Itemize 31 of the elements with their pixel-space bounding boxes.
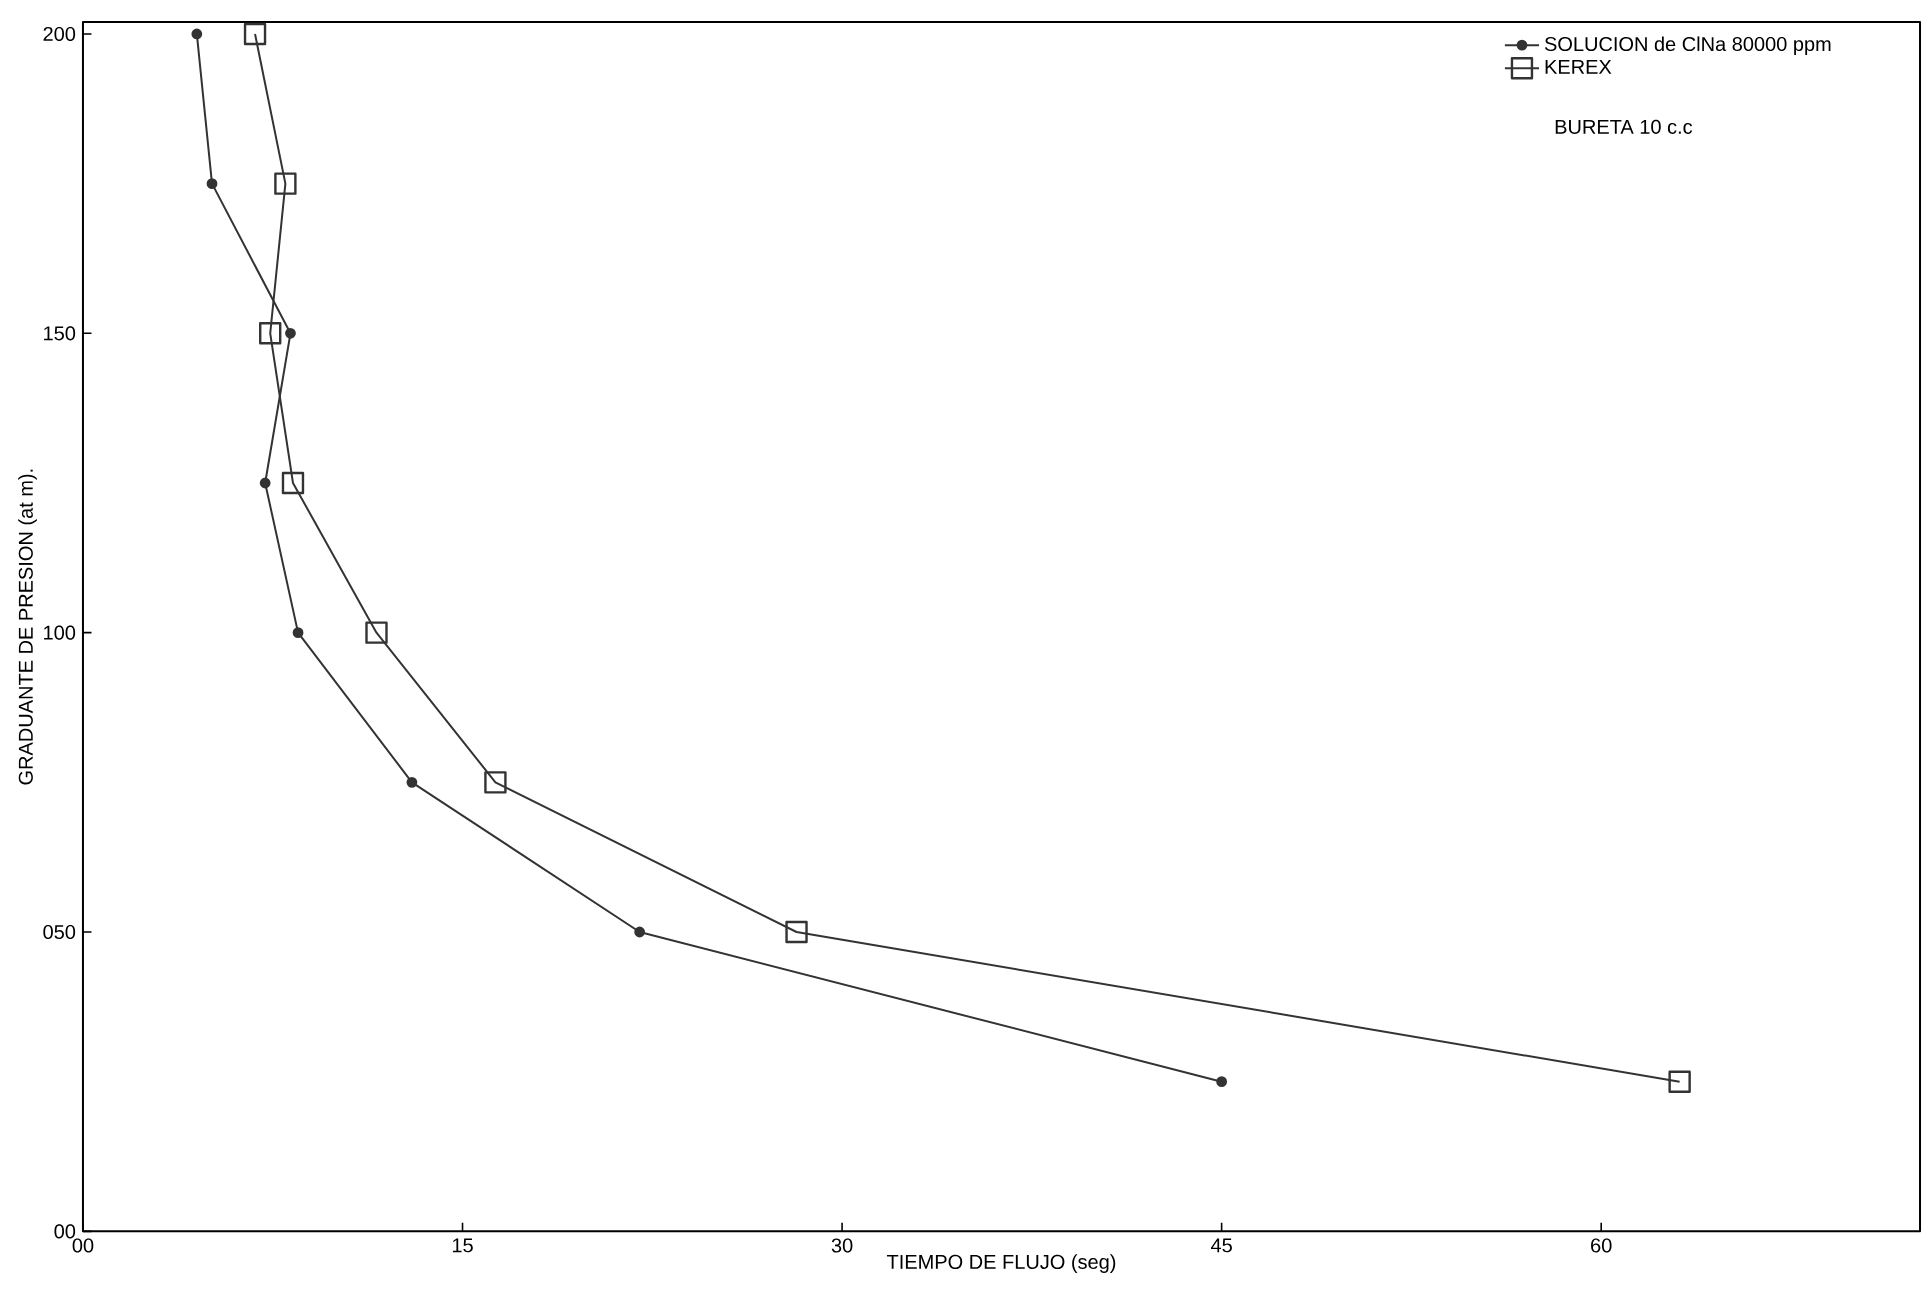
point — [285, 327, 296, 339]
point — [191, 28, 203, 40]
annotation: BURETA 10 c.c — [1555, 119, 1693, 134]
point — [292, 627, 304, 638]
legend-label: KEREX — [1545, 59, 1612, 74]
point — [1216, 1076, 1228, 1087]
y-axis-title: GRADUANTE DE PRESION (at m). — [18, 469, 37, 785]
point — [259, 321, 282, 345]
point — [365, 621, 388, 644]
point — [484, 770, 507, 794]
x-tick-label: 30 — [831, 1238, 853, 1253]
y-tick-label: 200 — [43, 26, 76, 41]
point — [274, 172, 297, 195]
point — [634, 926, 646, 938]
y-tick-label: 150 — [44, 326, 76, 341]
y-tick-label: 100 — [44, 625, 76, 640]
point — [785, 920, 808, 944]
legend-label: SOLUCION de ClNa 80000 ppm — [1544, 36, 1831, 55]
point — [1668, 1070, 1691, 1093]
y-tick-label: 050 — [43, 924, 76, 939]
point — [406, 776, 418, 788]
point — [243, 22, 267, 45]
point — [281, 471, 305, 495]
x-tick-label: 00 — [72, 1238, 94, 1253]
x-tick-label: 15 — [452, 1238, 473, 1253]
y-tick-label: 00 — [54, 1224, 76, 1239]
x-axis-title: TIEMPO DE FLUJO (seg) — [886, 1254, 1116, 1273]
x-tick-label: 60 — [1591, 1238, 1612, 1253]
x-tick-label: 45 — [1210, 1238, 1232, 1253]
point — [259, 477, 271, 489]
point — [206, 178, 218, 189]
